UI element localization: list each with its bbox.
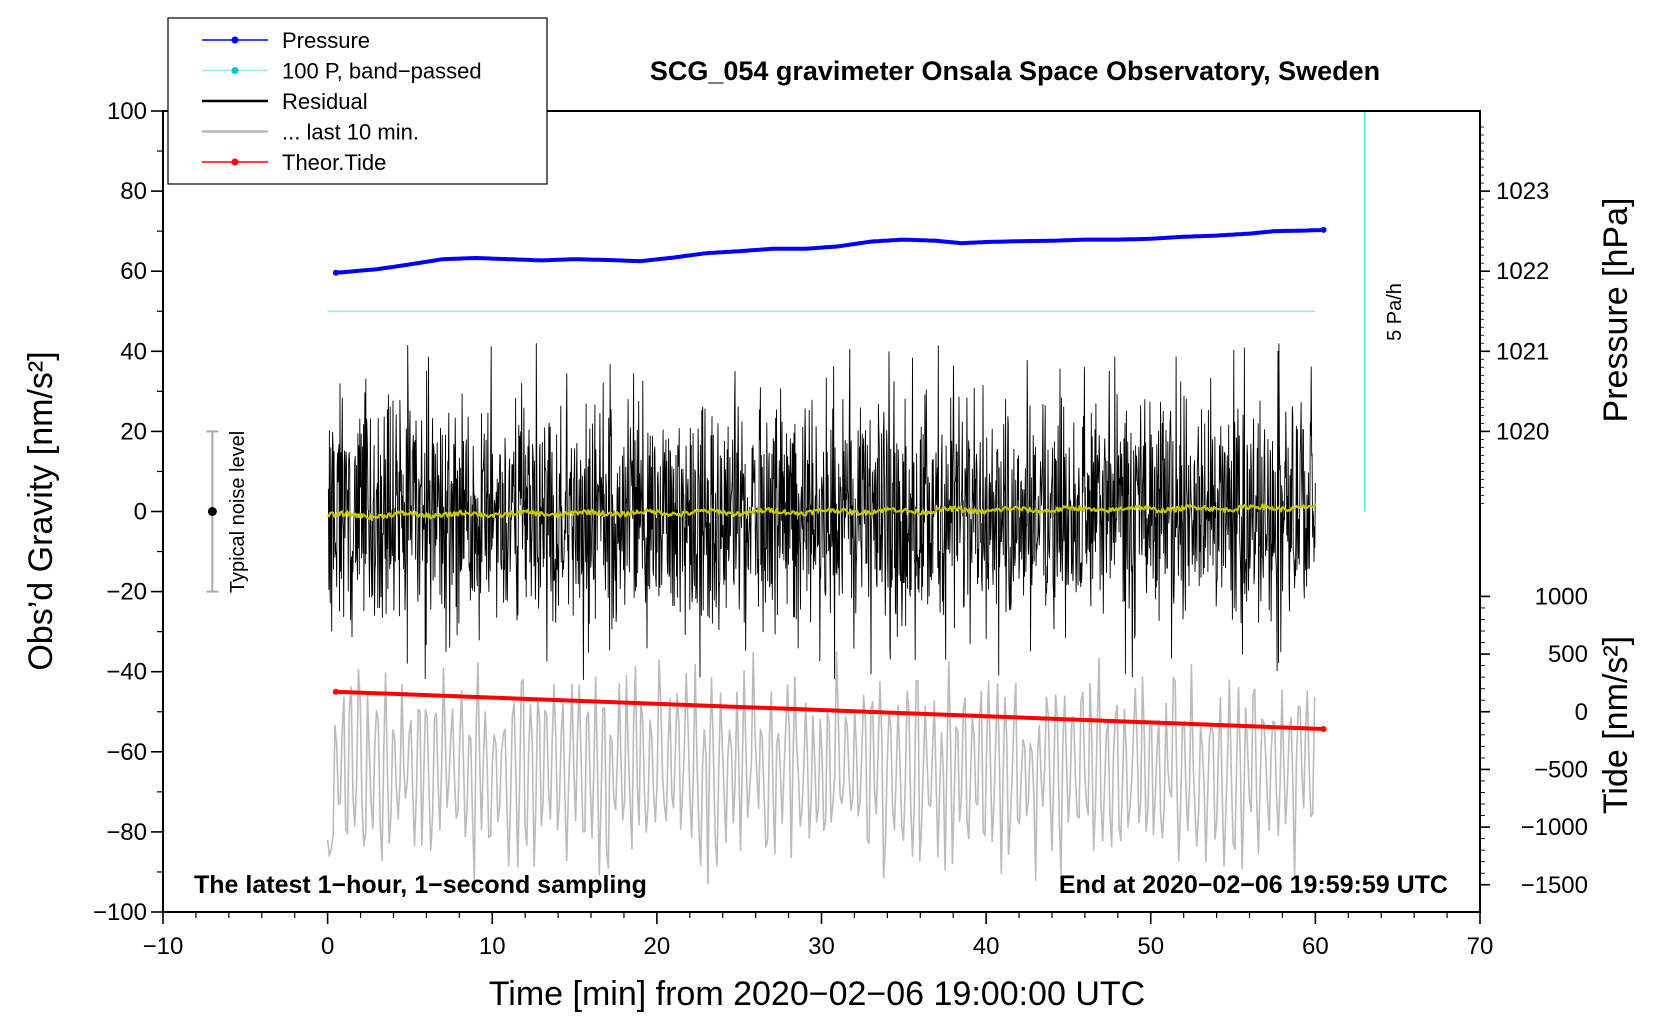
y-tick-label: 20 <box>120 418 147 445</box>
tide-tick-label: −500 <box>1534 756 1588 783</box>
y-tick-label: −60 <box>106 739 147 766</box>
tide-end-point <box>1320 726 1327 732</box>
y-tick-label: 100 <box>107 98 147 125</box>
legend-label: Theor.Tide <box>282 150 386 175</box>
noise-bar-center <box>207 507 217 516</box>
x-axis: −10 0 10 20 30 40 50 60 70 <box>143 912 1494 960</box>
y-tick-label: −40 <box>106 659 147 686</box>
end-time-note: End at 2020−02−06 19:59:59 UTC <box>1059 871 1448 899</box>
pressure-tick-label: 1022 <box>1496 258 1549 285</box>
pressure-tick-label: 1021 <box>1496 338 1549 365</box>
y-tick-label: 40 <box>120 338 147 365</box>
residual-series <box>327 343 1316 680</box>
pressure-axis: 1023 1022 1021 1020 <box>1480 126 1549 504</box>
y-axis-label-left: Obs’d Gravity [nm/s²] <box>22 351 60 670</box>
tide-tick-label: −1000 <box>1521 814 1588 841</box>
tide-tick-label: 500 <box>1548 641 1588 668</box>
y-tick-label: 60 <box>120 258 147 285</box>
pressure-series <box>332 226 1327 276</box>
pressure-axis-label: Pressure [hPa] <box>1597 198 1635 423</box>
legend-label: Residual <box>282 89 368 114</box>
sampling-note: The latest 1−hour, 1−second sampling <box>194 871 647 899</box>
pressure-tick-label: 1023 <box>1496 178 1549 205</box>
tide-start-point <box>332 688 339 695</box>
y-tick-label: −80 <box>106 819 147 846</box>
y-tick-label: −100 <box>93 899 147 926</box>
x-tick-label: 70 <box>1467 933 1494 960</box>
y-tick-label: 0 <box>134 499 147 526</box>
theoretical-tide-series <box>332 688 1327 732</box>
residual-line <box>327 343 1316 680</box>
x-tick-label: 10 <box>479 933 506 960</box>
pressure-start-point <box>332 269 339 276</box>
pressure-tick-label: 1020 <box>1496 418 1549 445</box>
y-axis-left: 100 80 60 40 20 0 −20 −40 −60 −80 −100 <box>93 98 163 926</box>
x-tick-label: −10 <box>143 933 184 960</box>
y-tick-label: 80 <box>120 178 147 205</box>
last-10-min-line <box>326 651 1316 885</box>
x-axis-label: Time [min] from 2020−02−06 19:00:00 UTC <box>489 975 1145 1013</box>
x-tick-label: 20 <box>644 933 671 960</box>
pressure-end-point <box>1320 226 1327 233</box>
tide-axis-label: Tide [nm/s²] <box>1597 636 1635 814</box>
tide-tick-label: −1500 <box>1521 872 1588 899</box>
pressure-rate-note: 5 Pa/h <box>1384 283 1406 341</box>
x-tick-label: 50 <box>1137 933 1164 960</box>
tide-tick-label: 1000 <box>1535 583 1588 610</box>
x-tick-label: 40 <box>973 933 1000 960</box>
legend-marker <box>231 67 239 74</box>
legend-label: Pressure <box>282 28 370 53</box>
residual-smoothed-line <box>326 503 1317 521</box>
tide-line <box>335 689 1324 731</box>
tide-axis: 1000 500 0 −500 −1000 −1500 <box>1480 583 1588 899</box>
x-tick-label: 60 <box>1302 933 1329 960</box>
tide-tick-label: 0 <box>1575 699 1588 726</box>
pressure-line <box>335 227 1324 275</box>
last-10-min-series <box>326 651 1316 885</box>
x-tick-label: 0 <box>321 933 334 960</box>
y-tick-label: −20 <box>106 579 147 606</box>
residual-smoothed-series <box>326 503 1317 521</box>
legend: Pressure 100 P, band−passed Residual ... la… <box>167 17 548 185</box>
chart-title: SCG_054 gravimeter Onsala Space Observat… <box>650 56 1380 86</box>
legend-marker <box>231 36 239 44</box>
legend-label: ... last 10 min. <box>282 120 419 145</box>
noise-label: Typical noise level <box>227 431 249 593</box>
legend-label: 100 P, band−passed <box>282 59 482 84</box>
legend-marker <box>231 158 239 166</box>
noise-bar <box>206 430 219 593</box>
x-tick-label: 30 <box>808 933 835 960</box>
